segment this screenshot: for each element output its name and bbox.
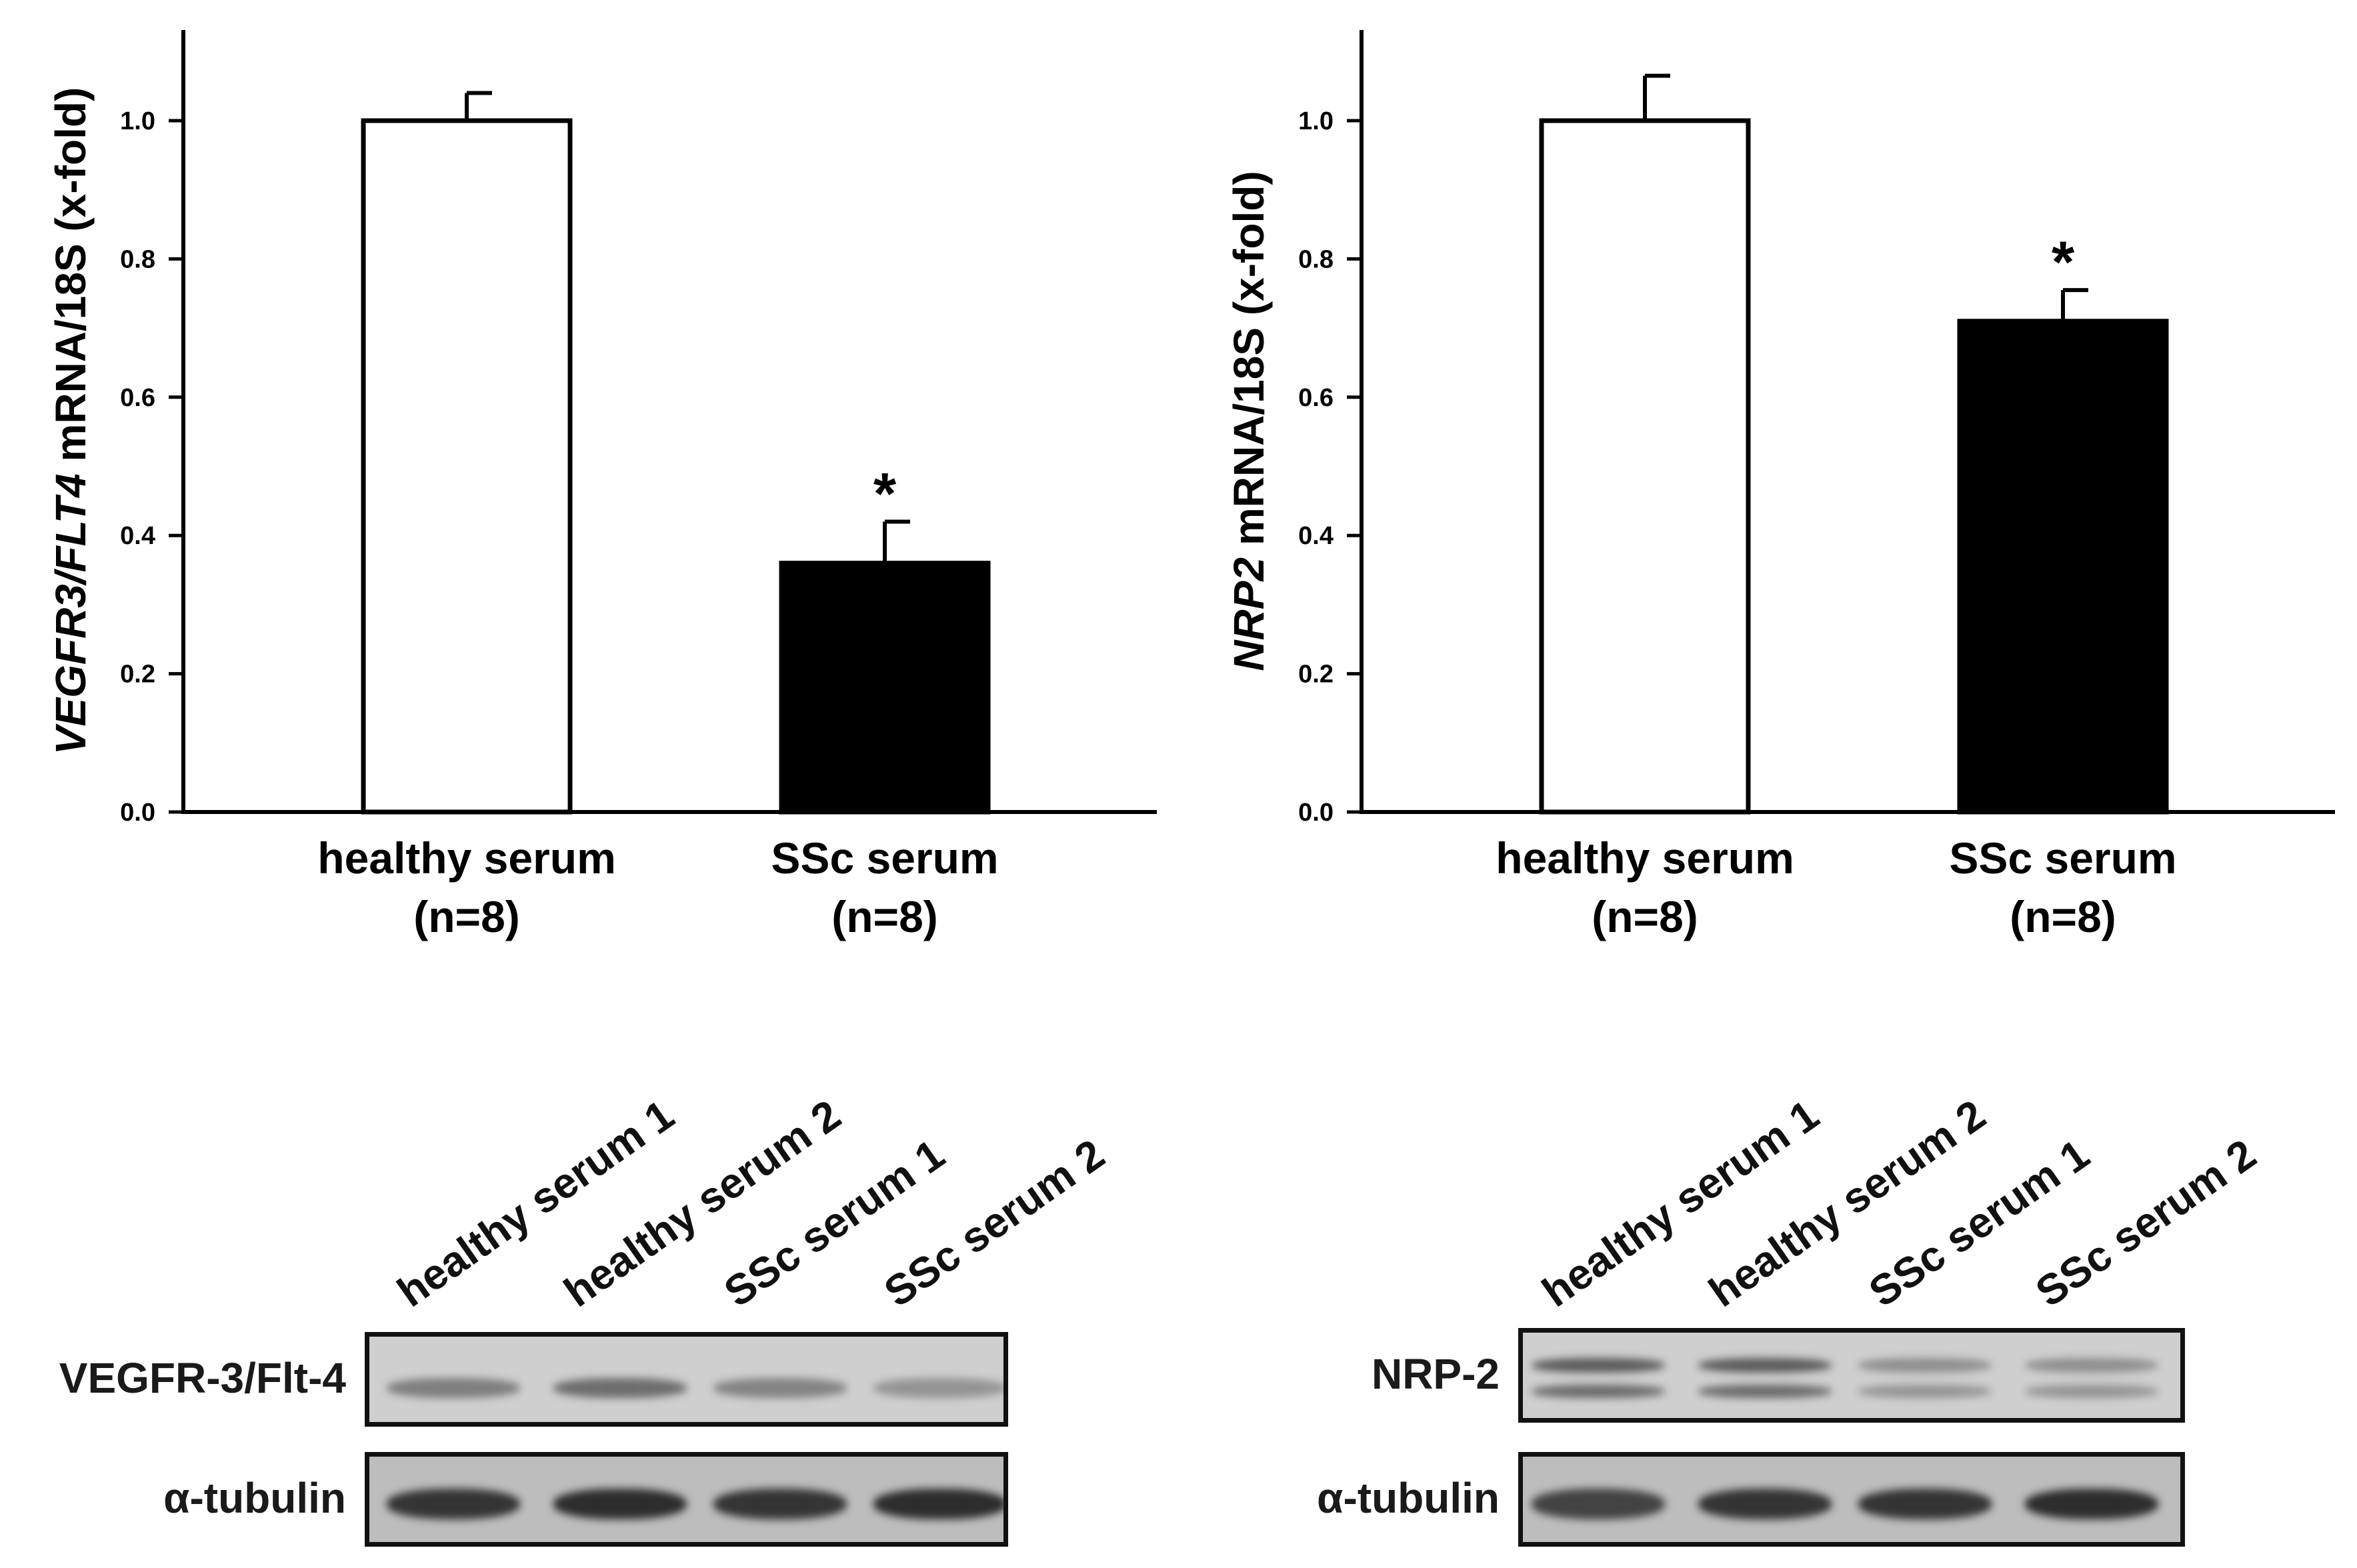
blot-band (1858, 1385, 1992, 1398)
lane-label: healthy serum 2 (555, 1090, 849, 1317)
x-tick-label: (n=8) (1592, 892, 1698, 941)
blot-band (1532, 1385, 1665, 1398)
y-tick-label: 1.0 (1298, 107, 1334, 135)
blot-band (1698, 1358, 1832, 1373)
y-tick-label: 0.2 (1298, 661, 1334, 689)
western-blot-vegfr3: healthy serum 1 healthy serum 2 SSc serum … (0, 1000, 1178, 1568)
blot-strip (1518, 1328, 2185, 1423)
blot-band (713, 1489, 847, 1519)
blot-row-label: α-tubulin (163, 1474, 346, 1522)
blot-band (2025, 1489, 2158, 1519)
significance-marker: * (2052, 229, 2075, 295)
blot-band (553, 1489, 687, 1519)
blot-band (1532, 1358, 1665, 1373)
lane-label: healthy serum 2 (1700, 1090, 1994, 1317)
blot-band (2025, 1385, 2158, 1398)
blot-band (387, 1378, 520, 1398)
blot-band (553, 1378, 687, 1398)
y-tick-label: 1.0 (120, 107, 155, 135)
lane-label: healthy serum 1 (1534, 1090, 1828, 1317)
y-tick-label: 0.8 (120, 245, 155, 273)
x-tick-label: healthy serum (1496, 833, 1794, 883)
blot-strip (1518, 1452, 2185, 1547)
x-tick-label: (n=8) (413, 892, 520, 941)
blot-band (873, 1489, 1003, 1519)
blot-band (1532, 1489, 1665, 1519)
y-axis-label: VEGFR3/FLT4 mRNA/18S (x-fold) (47, 87, 95, 755)
y-tick-label: 0.4 (1298, 522, 1334, 550)
y-tick-label: 0.2 (120, 661, 155, 689)
blot-strip (365, 1332, 1008, 1427)
blot-row-label: NRP-2 (1371, 1350, 1500, 1398)
bar-chart-vegfr3: 0.0 0.2 0.4 0.6 0.8 1.0 VEGFR3/FLT4 mRNA/18S (… (47, 30, 1157, 941)
blot-band (1858, 1358, 1992, 1373)
blot-row-label: α-tubulin (1317, 1474, 1500, 1522)
bar (779, 561, 991, 815)
blot-band (1698, 1489, 1832, 1519)
x-tick-label: healthy serum (317, 833, 616, 883)
x-tick-label: SSc serum (1949, 833, 2176, 883)
y-tick-label: 0.4 (120, 522, 155, 550)
blot-strip (365, 1452, 1008, 1547)
blot-band (713, 1378, 847, 1398)
y-axis-label: NRP2 mRNA/18S (x-fold) (1225, 171, 1273, 671)
y-tick-label: 0.6 (1298, 384, 1334, 412)
blot-band (873, 1378, 1003, 1398)
lane-label: healthy serum 1 (389, 1090, 683, 1317)
x-tick-label: (n=8) (2010, 892, 2116, 941)
y-tick-label: 0.6 (120, 384, 155, 412)
blot-band (2025, 1358, 2158, 1373)
bar (361, 118, 573, 815)
blot-band (387, 1489, 520, 1519)
bar (1539, 118, 1751, 815)
blot-band (1698, 1385, 1832, 1398)
y-tick-label: 0.0 (1298, 799, 1334, 827)
blot-band (1858, 1489, 1992, 1519)
significance-marker: * (873, 460, 897, 526)
x-tick-label: (n=8) (831, 892, 938, 941)
x-tick-label: SSc serum (771, 833, 998, 883)
y-tick-label: 0.0 (120, 799, 155, 827)
western-blot-nrp2: healthy serum 1 healthy serum 2 SSc serum … (1178, 1000, 2356, 1568)
bar-chart-nrp2: 0.0 0.2 0.4 0.6 0.8 1.0 NRP2 mRNA/18S (x-fold)… (1225, 30, 2335, 941)
bar (1957, 319, 2169, 815)
blot-row-label: VEGFR-3/Flt-4 (59, 1354, 346, 1402)
y-tick-label: 0.8 (1298, 245, 1334, 273)
